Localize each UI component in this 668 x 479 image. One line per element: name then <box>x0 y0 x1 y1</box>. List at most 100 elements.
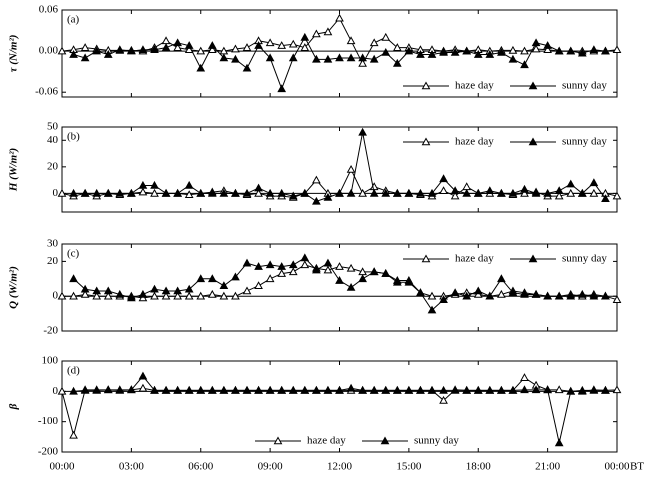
data-point <box>150 291 159 300</box>
data-point <box>323 258 333 267</box>
data-point <box>497 188 506 197</box>
data-point <box>277 262 287 270</box>
data-point <box>473 385 483 394</box>
data-point <box>601 385 610 394</box>
data-point <box>520 60 529 69</box>
data-point <box>150 188 159 197</box>
y-tick-label: 20 <box>47 255 59 267</box>
data-point <box>219 385 229 394</box>
data-point <box>207 385 217 394</box>
data-point <box>312 29 321 38</box>
legend-marker <box>528 254 538 263</box>
data-point <box>346 36 356 45</box>
data-point <box>554 186 564 195</box>
data-point <box>427 188 437 197</box>
y-tick-label: 30 <box>47 238 59 250</box>
data-point <box>92 46 102 55</box>
data-point <box>80 43 90 51</box>
data-point <box>115 385 125 394</box>
data-point <box>115 188 125 197</box>
data-point <box>462 46 472 55</box>
data-point <box>416 49 425 58</box>
data-point <box>103 49 113 58</box>
data-point <box>462 385 472 394</box>
y-axis-label: τ (N/m²) <box>8 35 20 73</box>
legend-label: haze day <box>455 253 494 265</box>
data-point <box>335 188 344 197</box>
data-point <box>543 188 552 197</box>
data-point <box>254 262 263 270</box>
data-point <box>80 53 90 62</box>
y-tick-label: 50 <box>47 121 59 133</box>
data-point <box>346 282 356 291</box>
data-point <box>577 48 587 57</box>
y-tick-label: 0 <box>53 187 59 199</box>
data-point <box>335 262 344 270</box>
data-point <box>485 186 495 195</box>
data-point <box>554 291 564 300</box>
legend-marker <box>380 436 390 445</box>
data-point <box>277 385 287 394</box>
data-point <box>231 272 240 281</box>
y-tick-label: 0.00 <box>39 45 59 57</box>
data-point <box>392 277 402 286</box>
data-point <box>577 188 587 197</box>
data-point <box>231 188 240 197</box>
data-point <box>520 46 529 55</box>
data-point <box>80 289 90 298</box>
data-point <box>520 289 529 298</box>
data-point <box>184 180 194 189</box>
data-point <box>207 41 217 49</box>
data-point <box>531 289 541 298</box>
data-point <box>346 263 356 272</box>
data-point <box>369 182 379 191</box>
data-point <box>231 291 240 300</box>
y-tick-label: 40 <box>47 134 59 146</box>
legend-label: haze day <box>455 80 494 92</box>
x-tick-label: 12:00 <box>327 461 353 473</box>
data-point <box>300 260 310 269</box>
data-point <box>277 269 287 277</box>
x-tick-label: 00:00 <box>49 461 75 473</box>
data-point <box>69 291 78 300</box>
data-point <box>346 383 356 392</box>
data-point <box>531 385 541 394</box>
x-tick-label: 00:00 <box>604 461 630 473</box>
x-tick-label: 09:00 <box>258 461 284 473</box>
data-point <box>531 44 541 53</box>
data-point <box>473 49 483 58</box>
data-point <box>416 385 425 394</box>
data-point <box>612 385 622 394</box>
data-point <box>57 188 67 197</box>
data-point <box>173 385 182 394</box>
data-point <box>589 188 599 197</box>
data-point <box>554 385 564 394</box>
data-point <box>219 281 229 290</box>
data-point <box>531 188 541 197</box>
data-point <box>485 291 495 300</box>
data-point <box>497 385 506 394</box>
data-point <box>612 45 622 54</box>
x-tick-label: 18:00 <box>466 461 492 473</box>
legend-label: sunny day <box>414 435 459 447</box>
data-point <box>161 291 171 300</box>
data-point <box>601 194 610 203</box>
x-tick-label: 15:00 <box>396 461 422 473</box>
data-point <box>265 385 275 394</box>
y-tick-label: -100 <box>38 415 59 427</box>
data-point <box>265 274 275 283</box>
data-point <box>184 385 194 394</box>
data-point <box>473 188 483 197</box>
data-point <box>520 373 529 381</box>
data-point <box>138 187 148 196</box>
data-point <box>381 269 391 277</box>
data-point <box>277 188 287 197</box>
data-point <box>150 284 159 293</box>
data-point <box>416 288 425 297</box>
data-point <box>150 180 159 189</box>
legend-label: sunny day <box>562 253 607 265</box>
data-point <box>612 191 622 200</box>
panel-label: (d) <box>67 365 80 377</box>
data-point <box>358 53 367 62</box>
data-point <box>173 38 182 47</box>
